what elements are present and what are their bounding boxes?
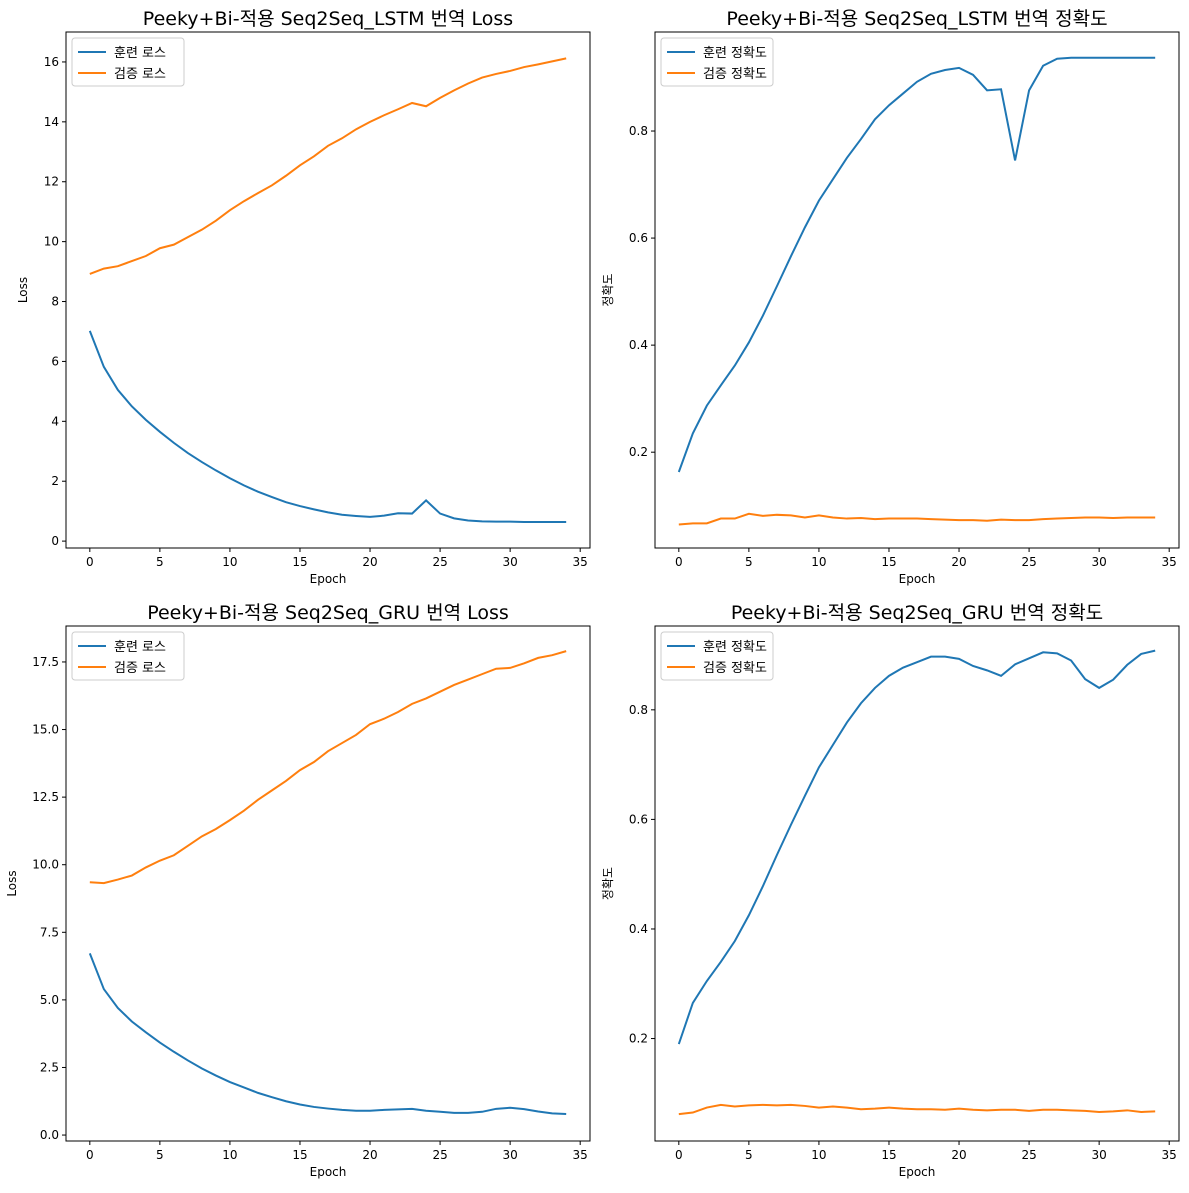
legend-label: 훈련 로스 (114, 46, 166, 61)
y-axis-label: Loss (16, 277, 30, 303)
y-axis-label: 정확도 (601, 867, 615, 900)
x-tick-label: 30 (1091, 555, 1106, 569)
plot-frame (65, 625, 591, 1142)
y-tick-label: 0 (51, 534, 59, 548)
x-tick-label: 10 (811, 1148, 826, 1162)
legend-label: 훈련 정확도 (703, 640, 767, 655)
x-tick-label: 0 (86, 555, 94, 569)
data-line (677, 56, 1156, 473)
y-tick-label: 17.5 (32, 655, 59, 669)
y-tick-label: 0.2 (629, 445, 648, 459)
x-tick-label: 35 (573, 555, 588, 569)
y-tick-label: 0.6 (629, 812, 648, 826)
x-tick-label: 5 (745, 555, 753, 569)
x-tick-label: 15 (881, 1148, 896, 1162)
x-tick-label: 0 (86, 1148, 94, 1162)
y-tick-label: 2.5 (40, 1060, 59, 1074)
x-tick-label: 20 (951, 555, 966, 569)
plot-frame (65, 31, 591, 549)
x-tick-label: 0 (675, 555, 683, 569)
x-tick-label: 10 (222, 555, 237, 569)
y-tick-label: 6 (51, 354, 59, 368)
x-tick-label: 35 (1162, 555, 1177, 569)
y-tick-label: 14 (44, 115, 59, 129)
x-axis-label: Epoch (899, 572, 936, 586)
x-tick-label: 15 (292, 1148, 307, 1162)
x-tick-label: 15 (881, 555, 896, 569)
legend-label: 훈련 로스 (114, 640, 166, 655)
legend-label: 검증 정확도 (703, 67, 767, 82)
legend-label: 검증 로스 (114, 661, 166, 676)
x-tick-label: 20 (362, 1148, 377, 1162)
y-tick-label: 0.4 (629, 338, 648, 352)
data-line (678, 512, 1156, 526)
x-tick-label: 10 (811, 555, 826, 569)
x-tick-label: 25 (432, 1148, 447, 1162)
y-tick-label: 12.5 (32, 790, 59, 804)
y-tick-label: 0.2 (629, 1032, 648, 1046)
data-line (678, 1103, 1156, 1116)
x-tick-label: 35 (1162, 1148, 1177, 1162)
x-axis-label: Epoch (310, 1165, 347, 1179)
y-tick-label: 0.6 (629, 231, 648, 245)
chart-title: Peeky+Bi-적용 Seq2Seq_LSTM 번역 정확도 (726, 8, 1107, 30)
y-tick-label: 0.8 (629, 124, 648, 138)
chart-title: Peeky+Bi-적용 Seq2Seq_GRU 번역 정확도 (731, 602, 1103, 624)
x-tick-label: 25 (1021, 555, 1036, 569)
x-tick-label: 35 (573, 1148, 588, 1162)
legend-label: 검증 로스 (114, 67, 166, 82)
x-tick-label: 5 (156, 1148, 164, 1162)
x-tick-label: 5 (745, 1148, 753, 1162)
x-tick-label: 20 (951, 1148, 966, 1162)
plot-frame (654, 31, 1180, 549)
data-line (677, 649, 1156, 1045)
data-line (88, 953, 567, 1115)
y-tick-label: 15.0 (32, 723, 59, 737)
y-tick-label: 0.4 (629, 922, 648, 936)
x-axis-label: Epoch (310, 572, 347, 586)
legend-label: 훈련 정확도 (703, 46, 767, 61)
y-tick-label: 7.5 (40, 925, 59, 939)
x-tick-label: 30 (502, 1148, 517, 1162)
y-tick-label: 12 (44, 175, 59, 189)
legend-label: 검증 정확도 (703, 661, 767, 676)
y-tick-label: 4 (51, 414, 59, 428)
chart-title: Peeky+Bi-적용 Seq2Seq_GRU 번역 Loss (147, 602, 509, 624)
x-tick-label: 25 (432, 555, 447, 569)
x-tick-label: 15 (292, 555, 307, 569)
plot-frame (654, 625, 1180, 1142)
x-tick-label: 0 (675, 1148, 683, 1162)
y-axis-label: Loss (5, 870, 19, 896)
y-axis-label: 정확도 (601, 273, 615, 306)
y-tick-label: 0.0 (40, 1128, 59, 1142)
y-tick-label: 2 (51, 474, 59, 488)
x-tick-label: 5 (156, 555, 164, 569)
y-tick-label: 10 (44, 235, 59, 249)
x-tick-label: 20 (362, 555, 377, 569)
y-tick-label: 8 (51, 295, 59, 309)
x-tick-label: 30 (502, 555, 517, 569)
y-tick-label: 5.0 (40, 993, 59, 1007)
x-axis-label: Epoch (899, 1165, 936, 1179)
x-tick-label: 10 (222, 1148, 237, 1162)
data-line (89, 57, 567, 275)
y-tick-label: 0.8 (629, 703, 648, 717)
x-tick-label: 30 (1091, 1148, 1106, 1162)
data-line (89, 650, 567, 885)
y-tick-label: 16 (44, 55, 59, 69)
x-tick-label: 25 (1021, 1148, 1036, 1162)
y-tick-label: 10.0 (32, 858, 59, 872)
chart-title: Peeky+Bi-적용 Seq2Seq_LSTM 번역 Loss (143, 8, 513, 30)
data-line (88, 330, 567, 523)
